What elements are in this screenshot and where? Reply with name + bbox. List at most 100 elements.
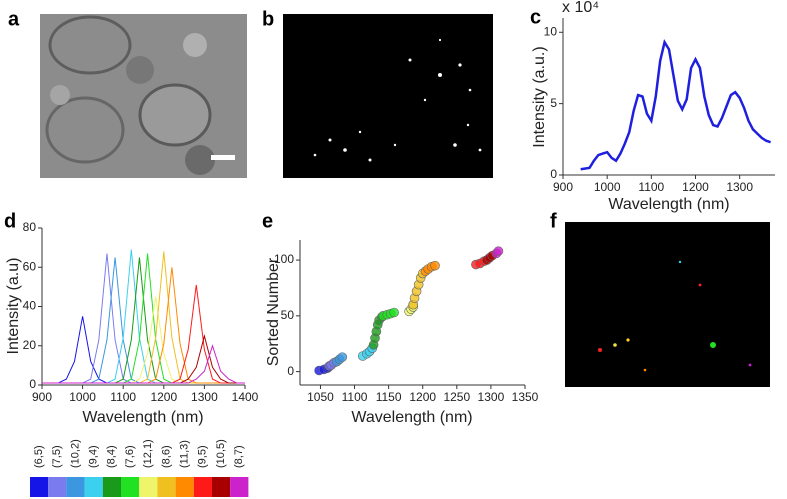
x-tick-label: 1150 [376,390,402,404]
legend-label: (7,5) [51,445,63,468]
legend-swatch [121,477,140,497]
image-background [40,14,247,178]
x-tick-label: 900 [553,180,573,194]
legend-swatch [30,477,49,497]
x-tick-label: 1250 [443,390,470,404]
x-tick-label: 1100 [638,180,664,194]
image-a [40,14,247,178]
legend-label: (12,1) [142,439,154,468]
panel-label: e [262,210,273,232]
point [389,307,399,318]
cell-outline [138,83,212,147]
x-tick-label: 1200 [150,390,177,404]
legend-label: (9,5) [197,445,209,468]
legend-swatch [230,477,249,497]
data-line [42,253,245,384]
y-tick-label: 0 [29,377,36,391]
x-axis-title: Wavelength (nm) [82,409,203,426]
y-axis-title: Intensity (a.u.) [531,46,548,147]
bright-spots [313,38,482,162]
legend-swatch [157,477,176,497]
x-tick-label: 1000 [594,180,621,194]
legend-label: (9,4) [88,445,100,468]
spot [643,368,647,372]
spot [748,363,752,367]
legend-label: (6,5) [33,445,45,468]
legend-swatch [66,477,85,497]
x-tick-label: 1300 [191,390,218,404]
legend-swatch [48,477,67,497]
x-tick-label: 1400 [232,390,259,404]
y-tick-label: 0 [550,167,557,181]
y-tick-label: 5 [550,96,557,110]
image-background [565,222,770,387]
x-tick-label: 1350 [512,390,539,404]
x-axis-title: Wavelength (nm) [351,409,472,426]
cell-feature [183,33,207,57]
x-axis-title: Wavelength (nm) [608,196,729,213]
x-tick-label: 1050 [307,390,334,404]
y-tick-label: 50 [281,308,295,322]
x-tick-label: 1000 [69,390,96,404]
spot [613,343,617,347]
data-line [42,344,245,384]
y-tick-label: 40 [23,299,37,313]
legend-swatch [212,477,231,497]
x-tick-label: 1200 [682,180,709,194]
y-axis-title: Sorted Number [265,257,282,366]
panel-label: f [550,210,557,232]
y-tick-label: 60 [23,259,37,273]
point [337,352,348,362]
spot [598,348,602,352]
spot [710,342,716,348]
x-tick-label: 900 [32,390,52,404]
y-tick-label: 100 [274,252,294,266]
image-background [283,14,493,178]
data-line [42,249,245,384]
legend-label: (10,2) [69,439,81,468]
cell-feature [126,56,154,84]
panel-label: b [262,8,274,30]
legend-swatch [139,477,158,497]
legend-label: (10,5) [215,439,227,468]
legend-swatch [102,477,121,497]
legend-swatch [193,477,212,497]
spot [678,260,682,264]
data-line [42,316,245,384]
data-line [42,257,245,384]
point [493,246,504,256]
data-line [42,251,245,384]
x-tick-label: 1300 [478,390,505,404]
point [430,260,440,271]
legend-swatch [175,477,194,497]
legend-label: (7,6) [124,445,136,468]
image-b [283,14,493,178]
cell-outline [45,96,125,164]
y-multiplier: x 10⁴ [562,0,599,16]
y-tick-label: 10 [544,24,558,38]
legend-label: (8,7) [233,445,245,468]
y-axis-title: Intensity (a.u) [5,258,22,355]
y-tick-label: 0 [287,364,294,378]
x-tick-label: 1100 [110,390,136,404]
y-tick-label: 80 [23,220,37,234]
image-f [565,222,770,387]
x-tick-label: 1100 [342,390,368,404]
legend-label: (11,3) [179,440,191,468]
spot [626,338,630,342]
data-line [580,39,771,171]
cell-feature [185,145,215,175]
panel-label: d [4,210,16,232]
x-tick-label: 1200 [409,390,436,404]
cell-outline [48,15,132,75]
legend-label: (8,6) [160,445,172,468]
data-line [42,253,245,384]
panel-label: c [530,6,541,28]
x-tick-label: 1300 [726,180,753,194]
y-tick-label: 20 [23,338,37,352]
data-line [42,257,245,384]
legend-label: (8,4) [106,445,118,468]
scale-bar [211,155,235,160]
